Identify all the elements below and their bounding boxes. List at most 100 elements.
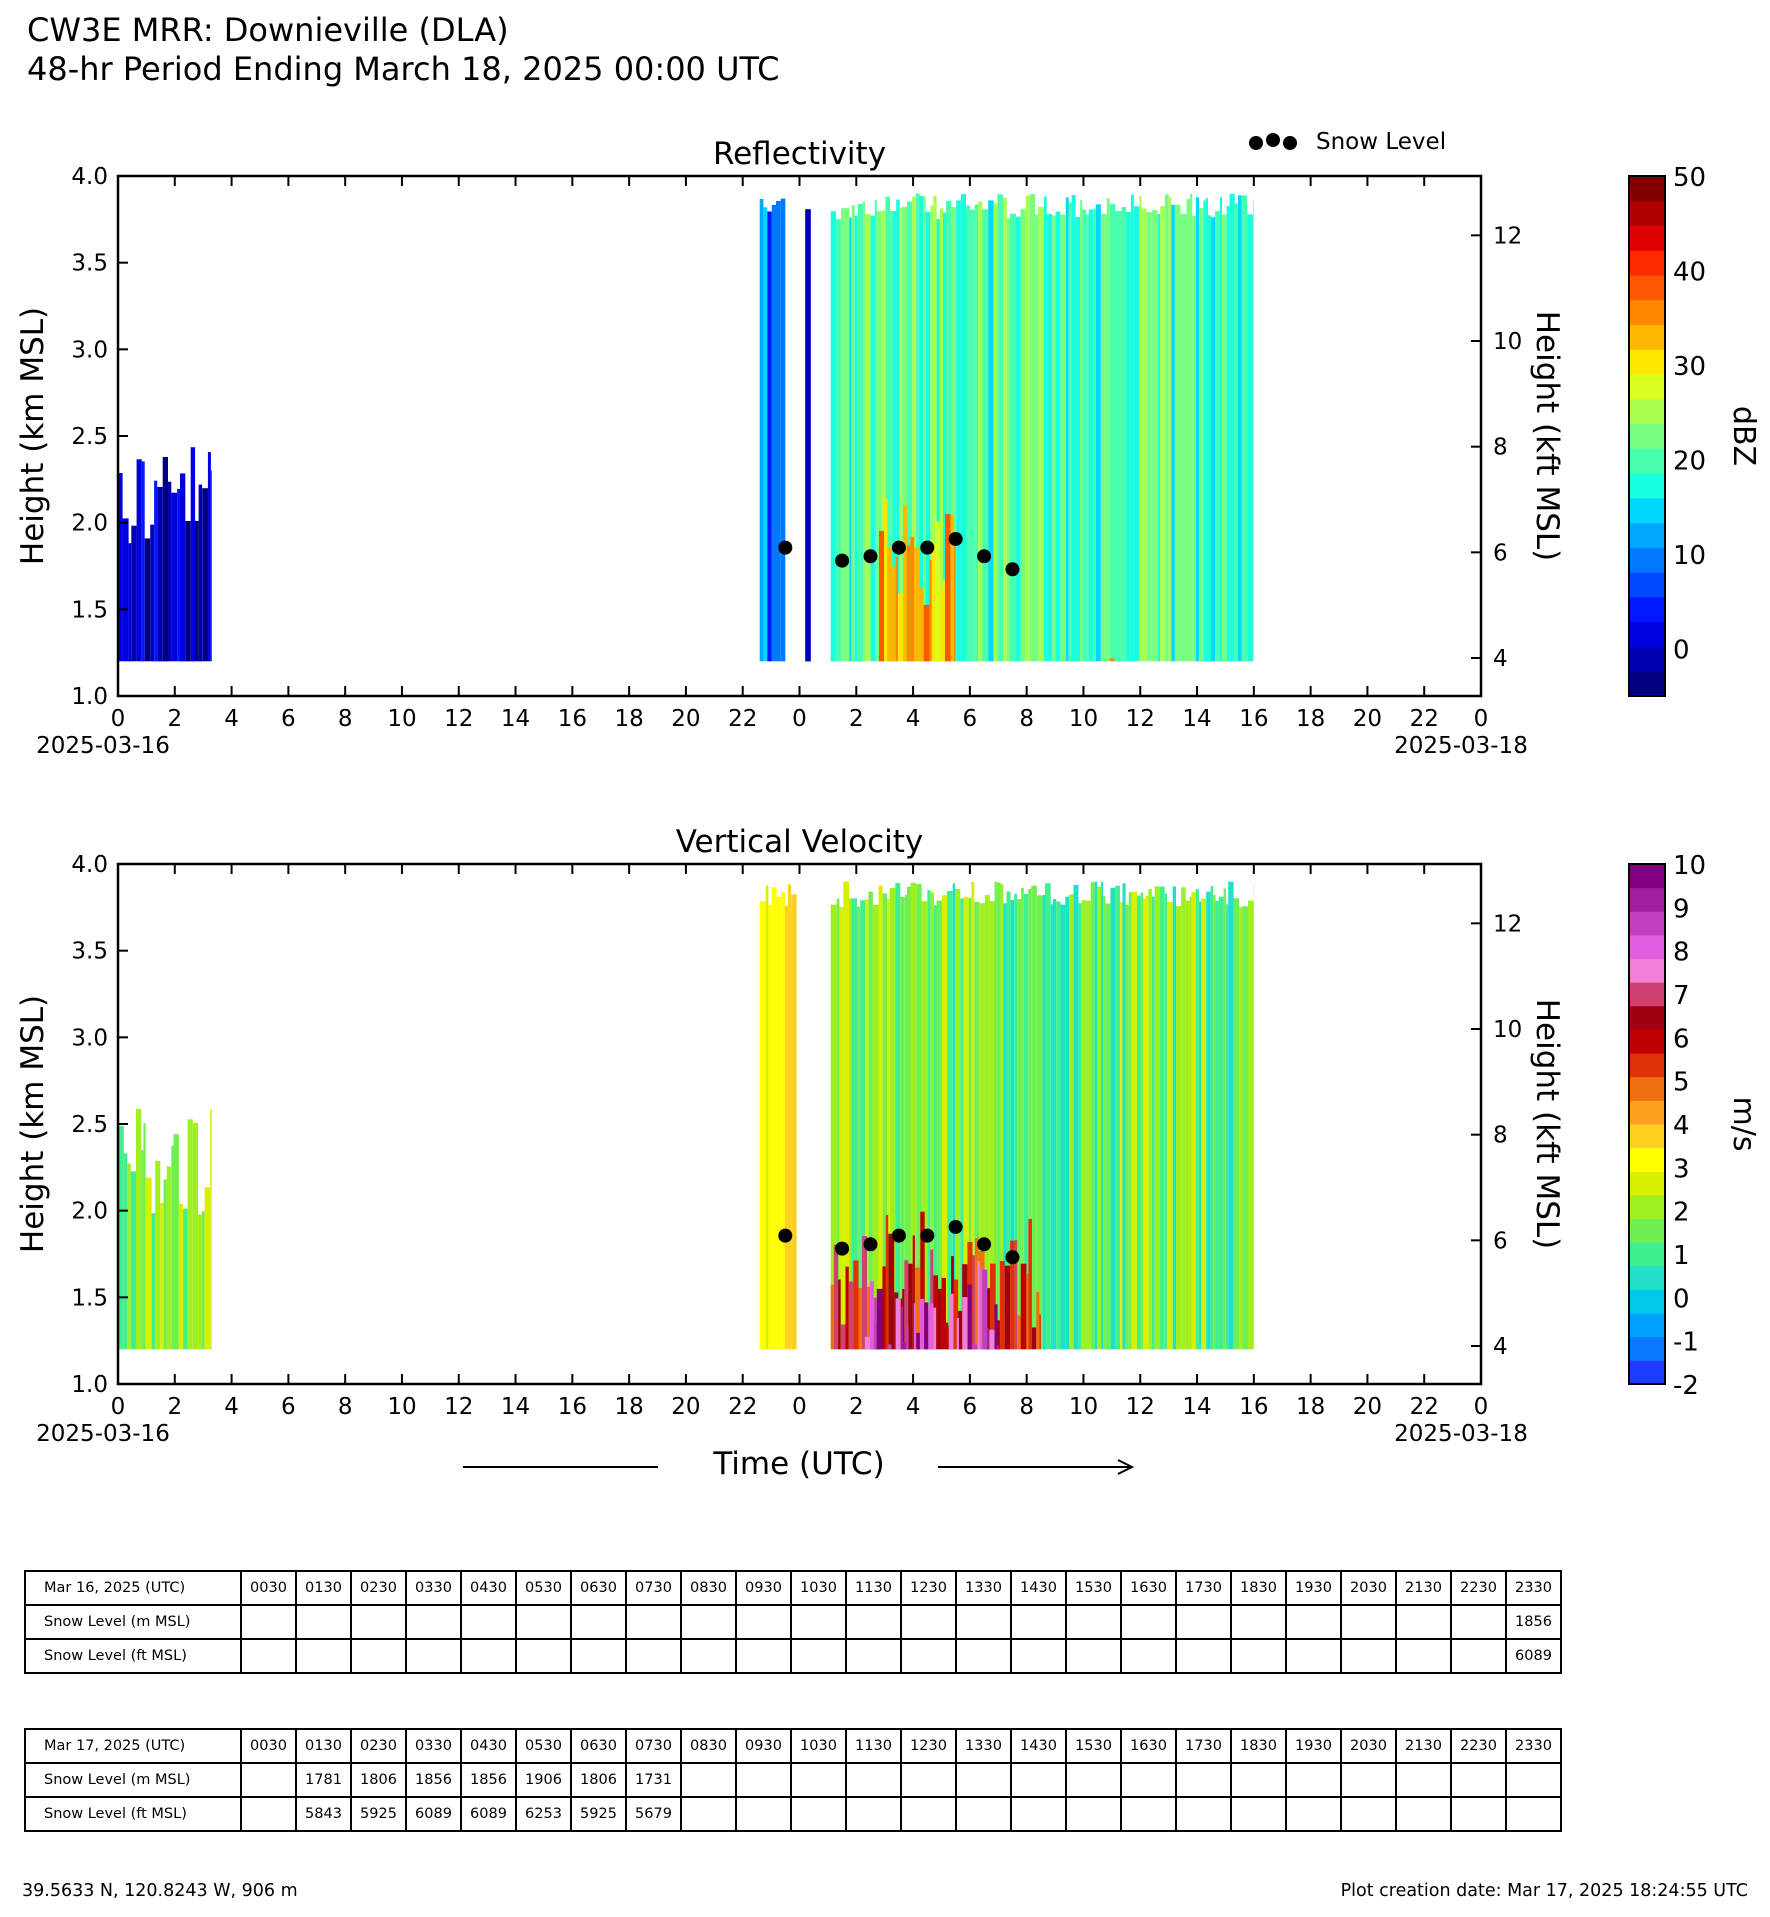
- colorbar-swatch: [1629, 1336, 1665, 1361]
- echo-column: [1086, 900, 1091, 1350]
- snow-level-marker: [891, 540, 906, 555]
- echo-column: [874, 199, 877, 662]
- echo-column: [848, 1281, 854, 1350]
- echo-column: [1189, 896, 1192, 1350]
- table-time-header: 0430: [460, 1728, 517, 1764]
- echo-column: [860, 900, 865, 1350]
- table-time-header: 1830: [1230, 1570, 1287, 1606]
- echo-column: [900, 1307, 904, 1350]
- echo-column: [930, 1249, 934, 1350]
- echo-column: [1017, 899, 1022, 1350]
- colorbar-swatch: [1629, 671, 1665, 697]
- colorbar-tick-label: 20: [1673, 447, 1706, 477]
- snow-level-marker: [835, 553, 850, 568]
- echo-column: [919, 195, 924, 662]
- snow-level-ft-cell: [845, 1638, 902, 1674]
- table-time-header: 1930: [1285, 1570, 1342, 1606]
- snow-level-m-cell: 1781: [295, 1762, 352, 1798]
- echo-column: [198, 484, 203, 662]
- snow-level-m-cell: [735, 1762, 792, 1798]
- colorbar-label: dBZ: [1726, 406, 1761, 466]
- echo-column: [912, 196, 917, 662]
- echo-column: [830, 211, 836, 662]
- table-time-header: 1130: [845, 1728, 902, 1764]
- y-tick-label: 2.0: [71, 1199, 108, 1225]
- echo-column: [1071, 195, 1076, 662]
- snow-level-ft-cell: [1010, 1796, 1067, 1832]
- echo-column: [1093, 208, 1096, 662]
- colorbar-swatch: [1629, 646, 1665, 672]
- colorbar-swatch: [1629, 225, 1665, 251]
- x-tick-label: 6: [963, 706, 978, 732]
- x-end-date: 2025-03-18: [1394, 1421, 1528, 1447]
- snow-level-ft-cell: [900, 1638, 957, 1674]
- snow-level-table-mar17: Mar 17, 2025 (UTC) 0030 0130 0230 0330 0430 05…: [24, 1728, 1562, 1832]
- echo-column: [171, 492, 178, 662]
- snow-level-m-cell: [1450, 1604, 1507, 1640]
- echo-column: [916, 884, 922, 1350]
- echo-column: [934, 905, 937, 1350]
- echo-column: [1105, 903, 1111, 1350]
- echo-column: [155, 1160, 161, 1350]
- y-tick-label: 2.5: [71, 424, 108, 450]
- table-row: Snow Level (m MSL) 1781 1806 1856 1856 1906 18…: [24, 1762, 1562, 1798]
- colorbar-swatch: [1629, 572, 1665, 598]
- echo-column: [925, 211, 931, 662]
- snow-level-m-cell: [955, 1762, 1012, 1798]
- snow-level-marker: [863, 1237, 878, 1252]
- echo-column: [1130, 194, 1134, 662]
- snow-level-m-cell: [1120, 1762, 1177, 1798]
- snow-level-ft-cell: [295, 1638, 352, 1674]
- echo-column: [1195, 197, 1199, 662]
- echo-column: [1025, 195, 1030, 662]
- echo-column: [887, 547, 892, 662]
- colorbar-swatch: [1629, 596, 1665, 623]
- echo-column: [898, 593, 903, 662]
- table-time-header: 1530: [1065, 1728, 1122, 1764]
- snow-level-m-cell: 1856: [1505, 1604, 1562, 1640]
- y-tick-label: 2.5: [71, 1112, 108, 1138]
- x-tick-label: 0: [111, 706, 126, 732]
- echo-column: [128, 543, 132, 662]
- echo-column: [1073, 884, 1079, 1350]
- echo-column: [1109, 658, 1114, 662]
- echo-column: [1121, 207, 1127, 662]
- echo-column: [924, 1302, 929, 1350]
- x-tick-label: 18: [614, 706, 643, 732]
- echo-column: [940, 588, 943, 662]
- table-row-label: Snow Level (ft MSL): [24, 1796, 242, 1832]
- echo-column: [868, 891, 873, 1350]
- table-time-header: 0730: [625, 1728, 682, 1764]
- colorbar-swatch: [1629, 398, 1665, 425]
- echo-column: [963, 896, 969, 1350]
- echo-column: [805, 209, 811, 662]
- echo-column: [178, 1204, 184, 1350]
- echo-column: [1003, 197, 1007, 662]
- echo-column: [916, 193, 920, 662]
- echo-column: [870, 215, 875, 662]
- echo-column: [1166, 901, 1173, 1350]
- echo-column: [1103, 896, 1106, 1350]
- table-row-label: Mar 16, 2025 (UTC): [24, 1570, 242, 1606]
- echo-column: [118, 1125, 124, 1350]
- echo-column: [839, 907, 844, 1350]
- snow-level-marker: [778, 540, 793, 555]
- plot-frame: [116, 174, 1483, 698]
- snow-level-ft-cell: 6253: [515, 1796, 572, 1832]
- table-time-header: 1730: [1175, 1570, 1232, 1606]
- snow-level-m-cell: [1065, 1762, 1122, 1798]
- echo-column: [767, 211, 772, 662]
- echo-column: [1056, 901, 1061, 1350]
- echo-column: [1052, 215, 1056, 662]
- echo-column: [997, 194, 1004, 662]
- echo-column: [865, 899, 869, 1350]
- echo-column: [967, 1284, 972, 1350]
- echo-column: [1221, 214, 1227, 662]
- echo-column: [841, 208, 844, 662]
- snow-level-m-cell: [405, 1604, 462, 1640]
- snow-level-m-cell: [1230, 1604, 1287, 1640]
- echo-column: [888, 1344, 892, 1350]
- echo-column: [776, 200, 781, 662]
- snow-level-ft-cell: [1340, 1638, 1397, 1674]
- x-end-date: 2025-03-18: [1394, 733, 1528, 759]
